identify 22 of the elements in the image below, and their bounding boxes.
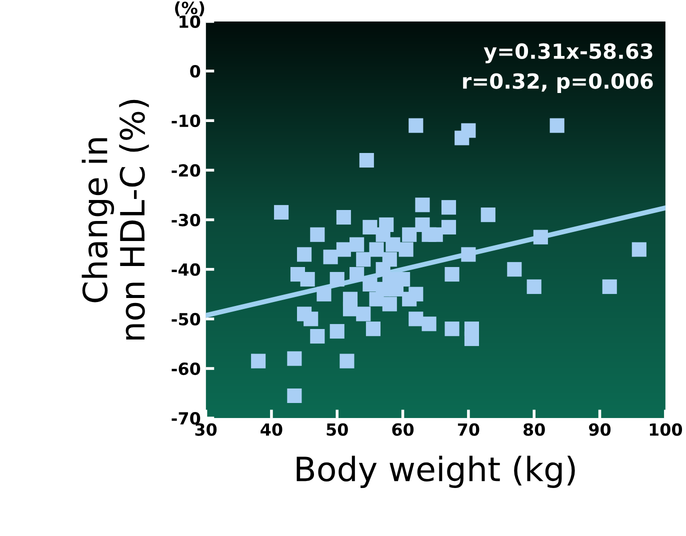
x-tick-label: 50: [326, 423, 348, 436]
y-tick-label: -60: [172, 362, 200, 376]
x-tick-label: 80: [524, 423, 545, 436]
y-tick-label: -20: [172, 164, 200, 177]
x-tick-label: 90: [589, 423, 611, 436]
y-axis-title: Change in non HDL-C (%): [82, 100, 149, 340]
x-tick-label: 60: [392, 423, 414, 436]
annotation: r=0.32, p=0.006: [463, 73, 653, 93]
y-tick-label: 0: [190, 64, 200, 78]
y-tick-label: -50: [172, 312, 200, 326]
y-tick-label: -70: [172, 412, 200, 425]
x-tick-label: 70: [458, 423, 480, 436]
x-tick-label: 40: [260, 423, 282, 436]
y-tick-label: -30: [172, 214, 200, 226]
text: (%): [175, 1, 204, 16]
x-tick-label: 100: [650, 423, 682, 436]
x-tick-label: 30: [195, 423, 217, 436]
y-tick-label: -40: [172, 263, 200, 276]
y-tick-label: 10: [180, 15, 200, 28]
x-axis-title: Body weight (kg): [296, 456, 575, 488]
annotation: y=0.31x-58.63: [484, 43, 652, 64]
y-tick-label: -10: [172, 114, 200, 128]
